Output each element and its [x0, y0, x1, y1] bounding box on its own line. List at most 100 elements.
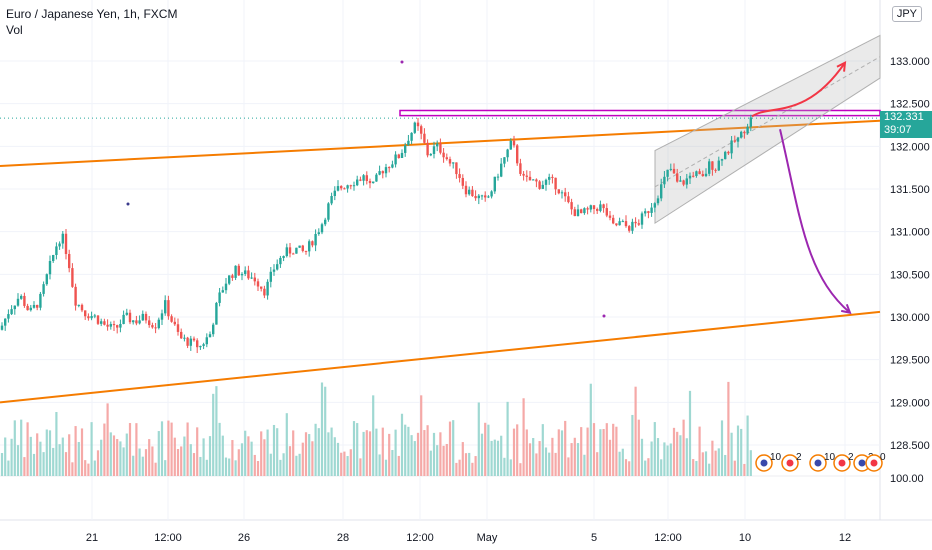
candle-body [288, 247, 292, 254]
candle-body [679, 180, 682, 182]
candle-body [212, 324, 215, 335]
volume-bar [144, 449, 148, 476]
event-marker: 0 [865, 452, 886, 472]
event-marker: 2 [781, 452, 802, 472]
candle-body [36, 304, 39, 308]
volume-bar [631, 414, 634, 476]
candle-body [644, 211, 647, 214]
candle-body [528, 176, 532, 181]
candle-body [647, 211, 650, 213]
event-marker-dot [814, 459, 822, 467]
candle-body [276, 264, 279, 270]
volume-bar [186, 422, 189, 476]
volume-bar [397, 455, 400, 476]
volume-bar [695, 461, 698, 476]
candle-body [573, 209, 576, 217]
candle-body [144, 313, 148, 321]
volume-bar [477, 402, 480, 476]
candle-body [490, 191, 493, 197]
volume-bar [717, 448, 720, 476]
volume-bar [266, 429, 269, 476]
volume-bar [304, 432, 308, 476]
parallel-channel [654, 34, 881, 225]
volume-bar [199, 456, 202, 476]
volume-bar [551, 437, 554, 476]
volume-bar [292, 430, 295, 476]
candle-body [301, 245, 304, 251]
candle-body [580, 209, 583, 214]
volume-bar [407, 426, 410, 476]
event-marker-count: 0 [880, 452, 886, 463]
event-markers: 10210220 [755, 452, 886, 472]
currency-badge[interactable]: JPY [891, 6, 922, 22]
symbol-title[interactable]: Euro / Japanese Yen, 1h, FXCM [6, 7, 178, 21]
volume-bar [135, 423, 138, 476]
volume-bar [746, 415, 749, 476]
volume-label[interactable]: Vol [6, 23, 23, 37]
candle-body [560, 192, 564, 194]
candle-body [551, 176, 554, 178]
volume-bar [26, 422, 29, 476]
drawing-annotations [0, 34, 881, 404]
candle-body [7, 314, 10, 319]
candle-body [96, 315, 100, 324]
candle-body [692, 175, 695, 177]
event-marker-count: 10 [824, 452, 836, 463]
candle-body [474, 196, 477, 199]
candle-body [656, 198, 660, 204]
volume-bar [205, 459, 208, 476]
candle-body [77, 304, 80, 306]
volume-bar [189, 444, 192, 476]
volume-bar [208, 436, 212, 476]
candle-body [391, 164, 394, 168]
candle-body [330, 196, 333, 204]
candle-body [653, 203, 656, 208]
candle-body [538, 181, 541, 189]
candle-body [426, 142, 429, 156]
volume-bar [490, 440, 493, 476]
candle-body [740, 131, 743, 138]
candle-body [452, 162, 455, 164]
candle-body [48, 261, 52, 275]
volume-bar [327, 432, 330, 476]
volume-bar [381, 427, 384, 476]
volume-bar [29, 436, 32, 476]
volume-bar [452, 420, 455, 476]
volume-bar [32, 453, 36, 476]
candle-body [308, 241, 311, 252]
volume-bar [269, 453, 272, 476]
candle-body [736, 137, 740, 142]
volume-bar [330, 427, 333, 476]
volume-bar [688, 390, 692, 476]
candle-body [26, 305, 29, 311]
volume-bar [615, 426, 618, 476]
volume-bar [644, 460, 647, 476]
volume-bar [554, 452, 557, 476]
volume-bar [541, 424, 544, 476]
volume-bar [336, 442, 340, 476]
time-tick-label: 12:00 [406, 532, 434, 544]
candle-body [68, 253, 71, 269]
candle-body [423, 133, 426, 143]
event-marker: 2 [833, 452, 854, 472]
volume-bar [221, 435, 224, 476]
volume-bar [52, 447, 55, 476]
candle-body [272, 269, 276, 272]
candle-body [714, 169, 717, 171]
candle-body [340, 186, 343, 189]
candle-body [224, 283, 228, 291]
volume-bar [618, 451, 621, 476]
volume-bar [439, 432, 442, 476]
volume-bar [586, 427, 589, 476]
volume-bar [55, 411, 58, 476]
volume-bar [624, 459, 628, 476]
volume-bar [573, 437, 576, 476]
volume-bar [202, 438, 205, 476]
candle-body [199, 345, 202, 348]
time-tick-label: 12:00 [154, 532, 182, 544]
candle-body [100, 321, 103, 324]
volume-bar [436, 445, 439, 476]
candle-body [458, 174, 461, 178]
